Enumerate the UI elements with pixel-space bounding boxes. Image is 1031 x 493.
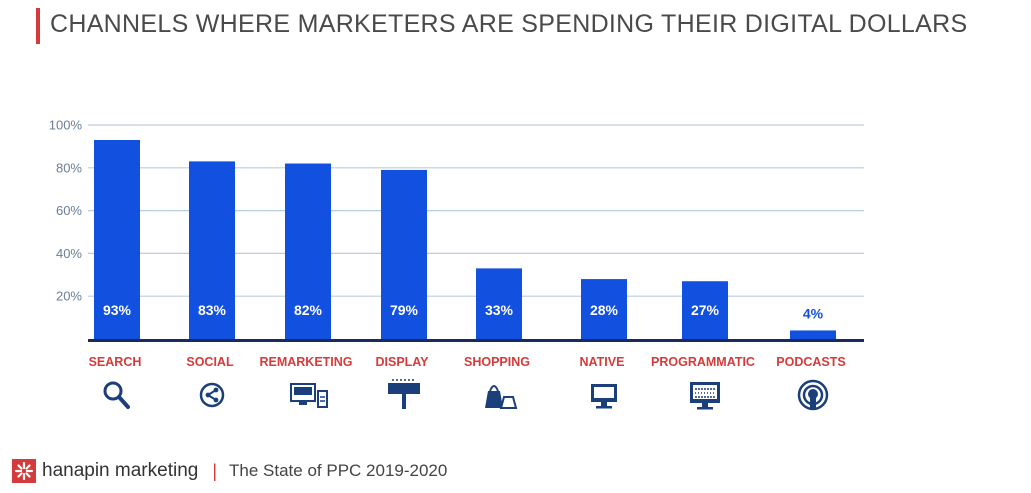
bar-value-label: 82% xyxy=(294,302,323,318)
category-label: NATIVE xyxy=(580,355,625,369)
desktop-and-phone-icon xyxy=(290,383,328,408)
category-label: SEARCH xyxy=(89,355,142,369)
gridlines: 20% 40% 60% 80% 100% xyxy=(49,118,864,304)
bar-value-label: 4% xyxy=(803,305,824,321)
billboard-icon xyxy=(388,379,420,409)
bar-value-label: 33% xyxy=(485,302,514,318)
bar-native xyxy=(581,279,627,339)
category-label: DISPLAY xyxy=(375,355,429,369)
title-accent-bar xyxy=(36,8,40,44)
bar-programmatic xyxy=(682,281,728,339)
category-label: REMARKETING xyxy=(259,355,352,369)
brand-name: hanapin marketing xyxy=(42,460,199,481)
chart-title: CHANNELS WHERE MARKETERS ARE SPENDING TH… xyxy=(50,10,968,38)
report-name: The State of PPC 2019-2020 xyxy=(229,461,448,480)
share-icon xyxy=(199,382,225,408)
code-monitor-icon xyxy=(690,382,720,410)
y-tick-label: 80% xyxy=(56,160,82,175)
y-tick-label: 20% xyxy=(56,289,82,304)
monitor-icon xyxy=(591,384,617,409)
category-labels: SEARCH SOCIAL REMARKETING DISPLAY SHOPPING NA… xyxy=(89,355,846,369)
bar-search xyxy=(94,139,140,339)
bar-display xyxy=(381,169,427,339)
footer: hanapin marketing | The State of PPC 201… xyxy=(12,454,447,488)
bar-chart: 20% 40% 60% 80% 100% 93% 83% 82% 79% 33% 28% 27% 4%… xyxy=(49,118,864,411)
bar-remarketing xyxy=(285,163,331,339)
category-label: SHOPPING xyxy=(464,355,530,369)
y-tick-label: 60% xyxy=(56,203,82,218)
magnifier-icon xyxy=(103,381,130,409)
bars: 93% 83% 82% 79% 33% 28% 27% 4% xyxy=(94,139,836,339)
hanapin-logo-icon xyxy=(12,459,36,483)
bar-value-label: 79% xyxy=(390,302,419,318)
y-tick-label: 100% xyxy=(49,118,83,133)
category-label: SOCIAL xyxy=(186,355,234,369)
bar-podcasts xyxy=(790,330,836,339)
footer-separator: | xyxy=(212,460,218,481)
category-icons xyxy=(103,379,829,411)
category-label: PODCASTS xyxy=(776,355,845,369)
bar-value-label: 83% xyxy=(198,302,227,318)
category-label: PROGRAMMATIC xyxy=(651,355,755,369)
podcast-icon xyxy=(797,379,829,411)
y-tick-label: 40% xyxy=(56,246,82,261)
bar-value-label: 28% xyxy=(590,302,619,318)
bar-shopping xyxy=(476,268,522,339)
shopping-bags-icon xyxy=(485,385,518,409)
bar-value-label: 93% xyxy=(103,302,132,318)
bar-value-label: 27% xyxy=(691,302,720,318)
bar-social xyxy=(189,161,235,339)
